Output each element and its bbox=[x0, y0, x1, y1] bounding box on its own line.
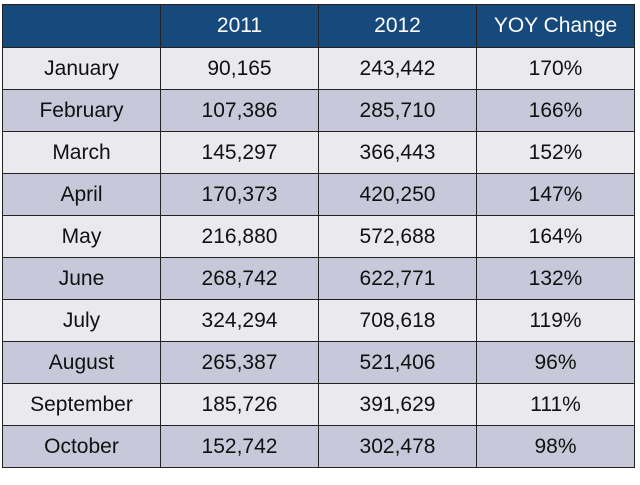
value-2012-cell: 285,710 bbox=[318, 89, 477, 132]
value-2011-cell: 185,726 bbox=[160, 383, 319, 426]
value-2012-cell: 302,478 bbox=[318, 425, 477, 468]
value-2011-cell: 90,165 bbox=[160, 47, 319, 90]
value-2012-cell: 622,771 bbox=[318, 257, 477, 300]
month-cell: March bbox=[2, 131, 161, 174]
header-blank-cell bbox=[2, 4, 161, 48]
header-2011: 2011 bbox=[160, 4, 319, 48]
value-2011-cell: 268,742 bbox=[160, 257, 319, 300]
month-cell: October bbox=[2, 425, 161, 468]
value-2011-cell: 216,880 bbox=[160, 215, 319, 258]
table-row: August 265,387 521,406 96% bbox=[2, 341, 635, 384]
value-2012-cell: 572,688 bbox=[318, 215, 477, 258]
value-2011-cell: 145,297 bbox=[160, 131, 319, 174]
value-2012-cell: 708,618 bbox=[318, 299, 477, 342]
table-row: January 90,165 243,442 170% bbox=[2, 47, 635, 90]
table-row: October 152,742 302,478 98% bbox=[2, 425, 635, 468]
data-table: 2011 2012 YOY Change January 90,165 243,44… bbox=[2, 4, 635, 468]
value-2012-cell: 366,443 bbox=[318, 131, 477, 174]
yoy-change-cell: 164% bbox=[476, 215, 635, 258]
table-row: May 216,880 572,688 164% bbox=[2, 215, 635, 258]
yoy-change-cell: 98% bbox=[476, 425, 635, 468]
month-cell: September bbox=[2, 383, 161, 426]
month-cell: August bbox=[2, 341, 161, 384]
header-yoy-change: YOY Change bbox=[476, 4, 635, 48]
value-2012-cell: 243,442 bbox=[318, 47, 477, 90]
month-cell: February bbox=[2, 89, 161, 132]
table-row: September 185,726 391,629 111% bbox=[2, 383, 635, 426]
header-2012: 2012 bbox=[318, 4, 477, 48]
month-cell: April bbox=[2, 173, 161, 216]
month-cell: January bbox=[2, 47, 161, 90]
month-cell: May bbox=[2, 215, 161, 258]
yoy-change-cell: 119% bbox=[476, 299, 635, 342]
yoy-change-cell: 96% bbox=[476, 341, 635, 384]
yoy-change-cell: 132% bbox=[476, 257, 635, 300]
month-cell: June bbox=[2, 257, 161, 300]
header-row: 2011 2012 YOY Change bbox=[2, 4, 635, 48]
value-2011-cell: 152,742 bbox=[160, 425, 319, 468]
value-2011-cell: 107,386 bbox=[160, 89, 319, 132]
value-2011-cell: 170,373 bbox=[160, 173, 319, 216]
table-row: March 145,297 366,443 152% bbox=[2, 131, 635, 174]
table-row: July 324,294 708,618 119% bbox=[2, 299, 635, 342]
value-2012-cell: 420,250 bbox=[318, 173, 477, 216]
value-2012-cell: 391,629 bbox=[318, 383, 477, 426]
table-row: April 170,373 420,250 147% bbox=[2, 173, 635, 216]
table-row: February 107,386 285,710 166% bbox=[2, 89, 635, 132]
data-table-container: 2011 2012 YOY Change January 90,165 243,44… bbox=[2, 4, 635, 468]
yoy-change-cell: 166% bbox=[476, 89, 635, 132]
month-cell: July bbox=[2, 299, 161, 342]
yoy-change-cell: 152% bbox=[476, 131, 635, 174]
table-body: January 90,165 243,442 170% February 107,386 2… bbox=[2, 47, 635, 468]
value-2011-cell: 324,294 bbox=[160, 299, 319, 342]
value-2011-cell: 265,387 bbox=[160, 341, 319, 384]
table-row: June 268,742 622,771 132% bbox=[2, 257, 635, 300]
value-2012-cell: 521,406 bbox=[318, 341, 477, 384]
yoy-change-cell: 111% bbox=[476, 383, 635, 426]
yoy-change-cell: 147% bbox=[476, 173, 635, 216]
yoy-change-cell: 170% bbox=[476, 47, 635, 90]
